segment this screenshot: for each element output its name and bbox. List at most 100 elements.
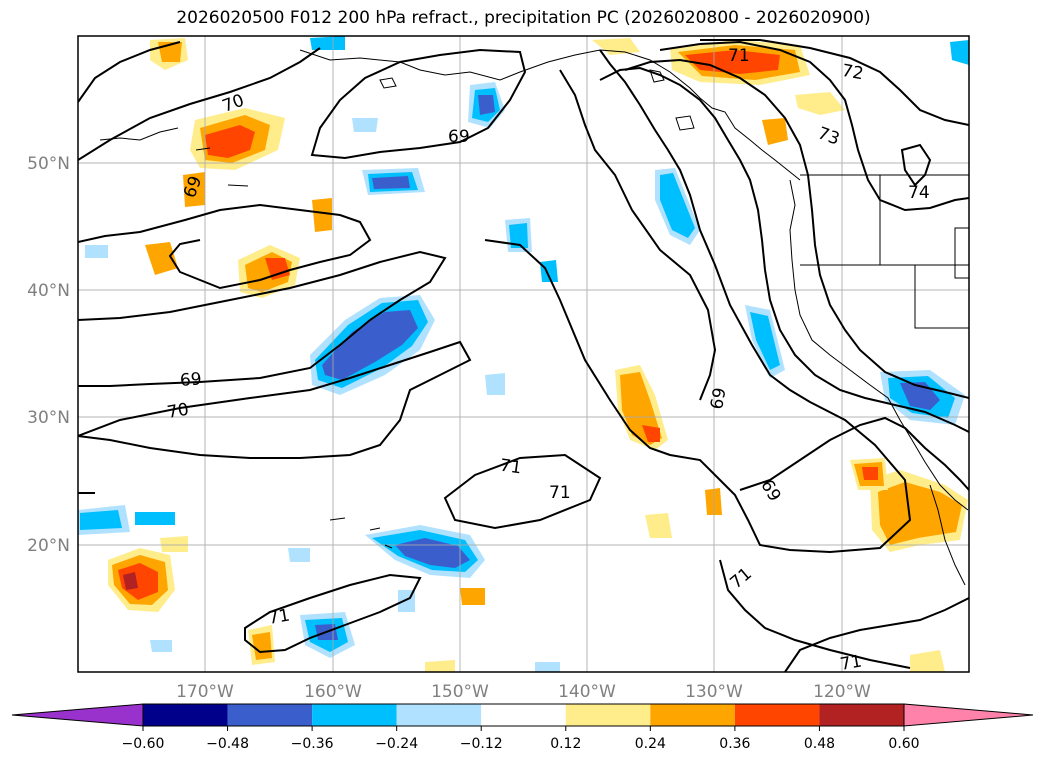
contour-line	[719, 559, 911, 669]
contour-line	[443, 453, 602, 530]
precip-area	[310, 36, 345, 50]
precip-area	[478, 95, 495, 115]
precip-area	[372, 176, 410, 189]
precip-area	[685, 50, 780, 74]
contour-line	[78, 47, 321, 161]
colorbar-tick-label: −0.24	[375, 736, 418, 752]
lon-label: 170°W	[176, 682, 234, 702]
colorbar-extend-right	[903, 703, 1034, 727]
contour-line	[244, 573, 422, 654]
precip-area	[460, 588, 485, 605]
colorbar-cell	[565, 704, 651, 726]
contour-line	[559, 69, 717, 401]
contour-label: 71	[839, 651, 864, 674]
colorbar-tick-label: −0.36	[291, 736, 334, 752]
lon-label: 130°W	[685, 682, 743, 702]
precip-area	[862, 467, 878, 480]
precip-area	[312, 198, 332, 232]
contour-label: 71	[549, 483, 571, 503]
lat-label: 20°N	[27, 536, 70, 556]
precip-area	[642, 425, 660, 442]
colorbar-cell	[819, 704, 904, 726]
colorbar-cells	[11, 703, 1034, 727]
precip-area	[150, 640, 172, 652]
colorbar-cell	[227, 704, 313, 726]
latitude-labels: 50°N 40°N 30°N 20°N	[27, 154, 70, 556]
colorbar-cell	[481, 704, 566, 726]
precip-area	[795, 92, 845, 115]
precip-area	[425, 660, 455, 672]
map-title: 2026020500 F012 200 hPa refract., precip…	[176, 8, 871, 28]
colorbar-cell	[734, 704, 820, 726]
colorbar-ticks: −0.60 −0.48 −0.36 −0.24 −0.12 0.12 0.24 0.36 0.4…	[122, 726, 920, 752]
colorbar-tick-label: 0.24	[635, 736, 666, 752]
precip-area	[183, 172, 205, 207]
contour-label: 69	[707, 386, 730, 411]
precip-area	[950, 40, 969, 65]
precip-area	[660, 173, 695, 238]
precip-area	[135, 512, 175, 525]
precip-area	[535, 662, 560, 672]
contour-line	[78, 41, 181, 103]
plot-frame	[77, 35, 970, 673]
contour-label: 71	[499, 456, 523, 479]
colorbar-frame	[142, 703, 905, 727]
precip-area	[322, 310, 418, 380]
precip-area	[145, 242, 178, 275]
contour-line	[599, 66, 969, 433]
precip-area	[252, 632, 272, 660]
precip-area	[265, 258, 290, 280]
lat-label: 40°N	[27, 281, 70, 301]
precip-area	[160, 536, 188, 552]
contour-line	[659, 40, 969, 212]
precip-area	[352, 118, 378, 132]
coastlines	[99, 49, 969, 586]
colorbar-cell	[143, 704, 228, 726]
precip-area	[645, 513, 672, 538]
contour-label: 74	[908, 183, 930, 203]
precip-area	[540, 260, 558, 282]
contour-label: 72	[840, 61, 865, 84]
lon-label: 160°W	[304, 682, 362, 702]
contour-line	[784, 597, 969, 672]
contour-label: 69	[448, 127, 470, 147]
colorbar-tick-label: 0.12	[550, 736, 581, 752]
colorbar-cell	[396, 704, 482, 726]
colorbar-tick-label: 0.36	[719, 736, 750, 752]
plot-area	[78, 36, 969, 672]
contour-line	[900, 143, 932, 187]
lon-label: 150°W	[431, 682, 489, 702]
colorbar-tick-label: 0.48	[804, 736, 835, 752]
precip-area	[762, 118, 788, 145]
contour-label: 71	[267, 605, 292, 628]
precip-area	[509, 223, 528, 248]
colorbar-tick-label: 0.60	[888, 736, 919, 752]
positive-precip-shading	[108, 38, 968, 672]
precip-area	[910, 650, 945, 672]
precip-area	[288, 548, 310, 562]
colorbar: −0.60 −0.48 −0.36 −0.24 −0.12 0.12 0.24 0.36 0.4…	[11, 703, 1034, 752]
contour-label: 69	[179, 369, 202, 391]
precip-area	[485, 373, 505, 395]
graticule	[78, 36, 969, 672]
refractivity-contours	[78, 39, 969, 672]
precip-area	[80, 510, 122, 530]
colorbar-tick-label: −0.48	[206, 736, 249, 752]
precip-area	[592, 38, 640, 55]
colorbar-extend-left	[11, 703, 144, 727]
lat-label: 50°N	[27, 154, 70, 174]
contour-line	[484, 49, 912, 554]
contour-line	[739, 416, 969, 491]
contour-line	[700, 39, 969, 126]
precip-area	[750, 312, 780, 370]
precip-area	[85, 245, 108, 258]
colorbar-tick-label: −0.60	[122, 736, 165, 752]
precip-area	[118, 563, 158, 600]
contour-line	[78, 203, 372, 290]
contour-line	[624, 58, 969, 399]
colorbar-tick-label: −0.12	[460, 736, 503, 752]
contour-line	[310, 48, 527, 160]
contour-label: 70	[166, 400, 191, 423]
lat-label: 30°N	[27, 408, 70, 428]
